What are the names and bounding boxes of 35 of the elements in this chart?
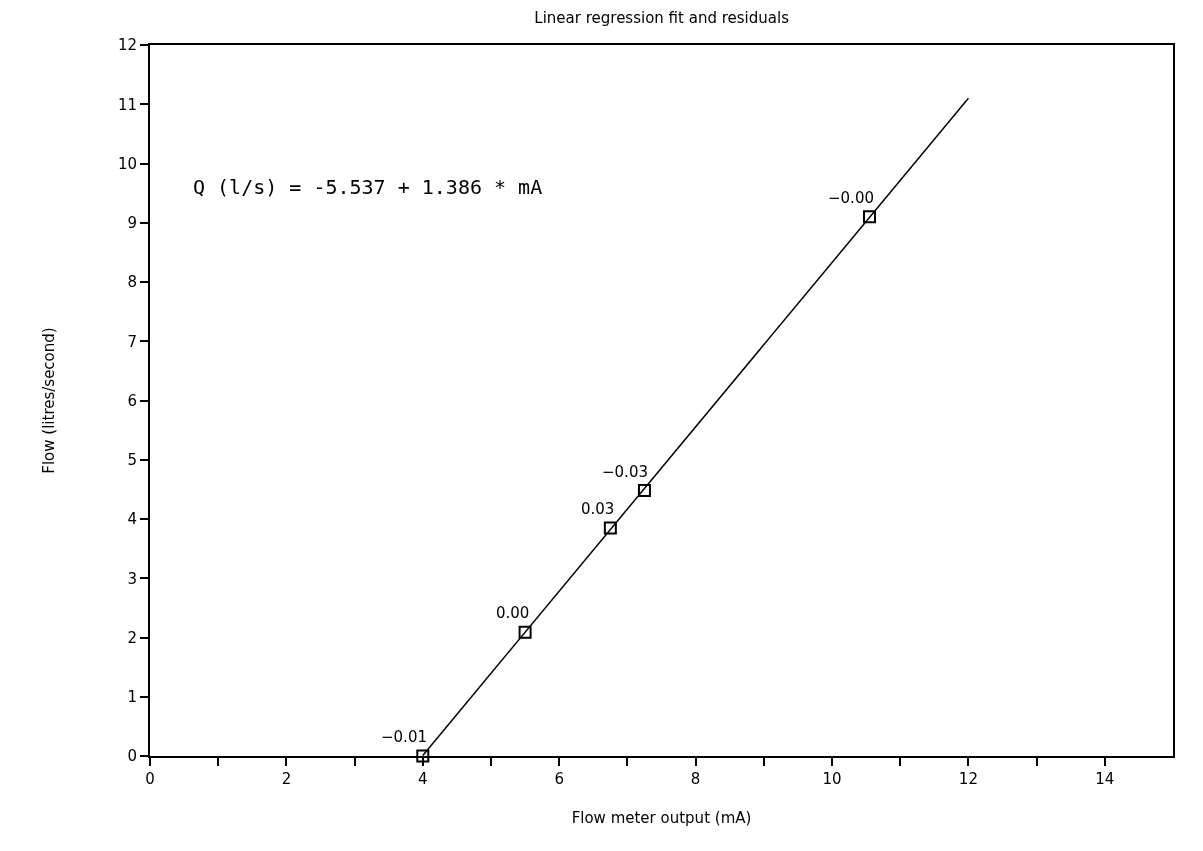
x-tick-label: 6 xyxy=(554,770,564,788)
y-tick-label: 8 xyxy=(127,273,137,292)
x-tick-label: 0 xyxy=(145,770,155,788)
y-tick-label: 6 xyxy=(127,391,137,410)
y-tick-label: 1 xyxy=(127,688,137,706)
y-axis-title: Flow (litres/second) xyxy=(39,327,58,474)
y-tick-label: 2 xyxy=(127,628,137,647)
annotation: Q (l/s) = -5.537 + 1.386 * mA xyxy=(193,175,543,199)
y-tick-label: 0 xyxy=(127,747,137,766)
point xyxy=(863,210,877,224)
x-tick-label: 4 xyxy=(418,770,428,788)
x-tick-label: 14 xyxy=(1095,770,1115,788)
point xyxy=(603,521,617,535)
annotation: 0.03 xyxy=(581,500,615,518)
y-tick-label: 3 xyxy=(127,569,137,588)
x-tick-label: 8 xyxy=(690,770,701,788)
point xyxy=(637,484,651,498)
y-tick-label: 7 xyxy=(127,332,137,351)
x-axis-title: Flow meter output (mA) xyxy=(571,808,752,827)
x-tick-label: 12 xyxy=(958,770,978,788)
y-tick-label: 12 xyxy=(117,36,137,55)
annotation: −0.01 xyxy=(381,728,427,746)
y-tick-label: 9 xyxy=(127,214,137,232)
annotation: −0.03 xyxy=(602,463,648,481)
y-tick-label: 10 xyxy=(117,154,137,173)
annotation: −0.00 xyxy=(828,189,874,207)
point xyxy=(416,749,430,763)
y-tick-label: 5 xyxy=(127,451,137,469)
point xyxy=(518,625,532,639)
y-tick-label: 4 xyxy=(127,510,137,529)
y-tick-label: 11 xyxy=(117,95,137,114)
annotation: 0.00 xyxy=(496,604,530,622)
x-tick-label: 2 xyxy=(281,770,292,788)
chart-title: Linear regression fit and residuals xyxy=(534,9,790,28)
x-tick-label: 10 xyxy=(822,770,842,788)
